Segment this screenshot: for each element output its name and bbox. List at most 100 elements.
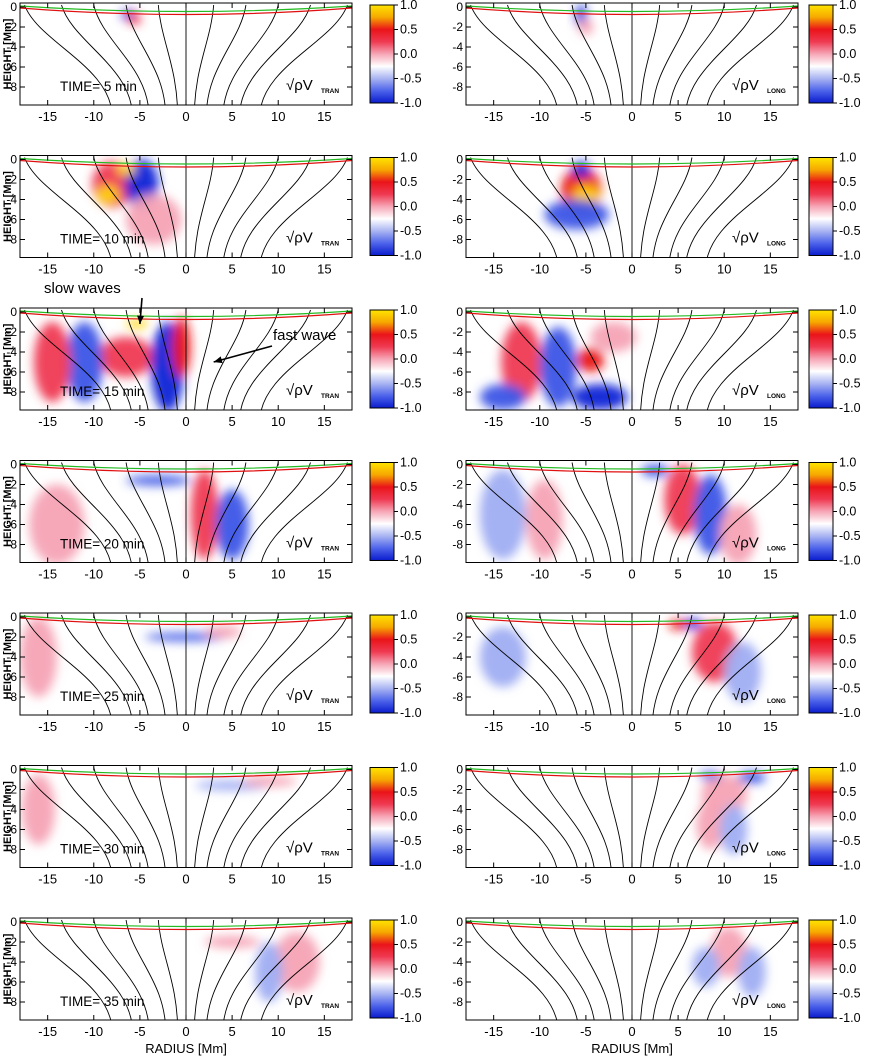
heatmap-blob bbox=[126, 475, 191, 486]
colorbar-tick-label: 0.0 bbox=[400, 962, 417, 976]
quantity-label: √ρV bbox=[732, 77, 759, 94]
colorbar-tick-label: 0.5 bbox=[839, 633, 856, 647]
field-line bbox=[652, 309, 693, 410]
colorbar bbox=[369, 462, 395, 561]
x-tick-label: 15 bbox=[763, 109, 777, 124]
field-lines bbox=[470, 767, 794, 868]
x-tick-label: -15 bbox=[484, 109, 503, 124]
colorbar-tick-label: 0.0 bbox=[839, 47, 856, 61]
y-tick-label: -4 bbox=[452, 650, 463, 664]
x-tick-label: 10 bbox=[717, 109, 731, 124]
surface-curve-green bbox=[20, 310, 352, 318]
quantity-label: √ρV bbox=[286, 77, 313, 94]
field-line bbox=[260, 462, 348, 563]
colorbar-tick-label: 1.0 bbox=[400, 761, 417, 775]
y-axis-label: HEIGHT [Mm] bbox=[2, 628, 14, 699]
field-lines bbox=[24, 614, 348, 715]
field-line bbox=[240, 4, 311, 105]
y-tick-label: -2 bbox=[6, 630, 17, 644]
surface-curve-red bbox=[20, 312, 352, 321]
quantity-label: √ρV bbox=[732, 230, 759, 247]
x-tick-label: -15 bbox=[484, 262, 503, 277]
x-tick-label: -5 bbox=[580, 109, 592, 124]
field-line bbox=[470, 614, 558, 715]
annotation-text: slow waves bbox=[44, 280, 121, 297]
field-line bbox=[61, 4, 132, 105]
colorbar bbox=[808, 614, 834, 714]
field-line bbox=[652, 462, 693, 563]
surface-curve-green bbox=[20, 462, 352, 470]
colorbar-tick-label: 1.0 bbox=[839, 0, 856, 12]
x-tick-label: 0 bbox=[628, 109, 635, 124]
x-tick-label: -5 bbox=[134, 719, 146, 734]
x-tick-label: 0 bbox=[182, 109, 189, 124]
colorbar-tick-label: 0.5 bbox=[839, 328, 856, 342]
y-tick-label: -4 bbox=[6, 498, 17, 512]
surface-curve-red bbox=[466, 922, 798, 931]
y-tick-label: 0 bbox=[456, 458, 463, 472]
x-tick-label: -5 bbox=[580, 414, 592, 429]
colorbar bbox=[369, 309, 395, 409]
y-tick-label: 0 bbox=[456, 305, 463, 319]
colorbar-tick-label: -0.5 bbox=[400, 72, 422, 86]
panel-field bbox=[20, 460, 352, 563]
x-tick-label: 10 bbox=[271, 872, 285, 887]
quantity-subscript: LONG bbox=[767, 393, 786, 400]
y-tick-label: 0 bbox=[456, 153, 463, 167]
colorbar-tick-label: -1.0 bbox=[839, 859, 861, 873]
field-line bbox=[470, 462, 558, 563]
colorbar-tick-label: -0.5 bbox=[839, 377, 861, 391]
y-tick-label: -6 bbox=[452, 518, 463, 532]
field-line bbox=[507, 614, 578, 715]
x-tick-label: 10 bbox=[271, 719, 285, 734]
y-tick-label: -8 bbox=[452, 690, 463, 704]
heatmap-blob bbox=[525, 479, 563, 560]
heatmap-layer bbox=[696, 771, 766, 855]
x-tick-label: -15 bbox=[484, 1024, 503, 1039]
x-tick-label: 10 bbox=[717, 567, 731, 582]
panel-field bbox=[466, 613, 798, 715]
quantity-label: √ρV bbox=[732, 382, 759, 399]
field-lines bbox=[470, 4, 794, 105]
x-tick-label: 5 bbox=[228, 262, 235, 277]
x-tick-label: -5 bbox=[580, 719, 592, 734]
field-line bbox=[93, 767, 149, 868]
surface-curve-green bbox=[20, 615, 352, 623]
heatmap-blob bbox=[590, 322, 637, 352]
time-label: TIME= 35 min bbox=[60, 994, 144, 1009]
x-tick-label: -15 bbox=[38, 719, 57, 734]
field-line bbox=[157, 309, 178, 410]
field-line bbox=[640, 614, 661, 715]
y-tick-label: -8 bbox=[6, 690, 17, 704]
x-tick-label: 15 bbox=[763, 567, 777, 582]
field-line bbox=[669, 767, 725, 868]
field-line bbox=[260, 309, 348, 410]
heatmap-blob bbox=[172, 317, 191, 377]
quantity-label: √ρV bbox=[732, 840, 759, 857]
panel-10min-long: -15 -10 -5 0 5 10 15 0 -2 -4 -6 -8 √ρV LONG 1.0 0.5 0.0 -… bbox=[452, 151, 860, 277]
field-line bbox=[640, 462, 661, 563]
x-tick-label: 15 bbox=[317, 567, 331, 582]
field-line bbox=[571, 614, 612, 715]
y-tick-label: -4 bbox=[452, 498, 463, 512]
field-lines bbox=[24, 919, 348, 1020]
field-line bbox=[603, 462, 624, 563]
colorbar-tick-label: -0.5 bbox=[400, 987, 422, 1001]
field-line bbox=[539, 614, 595, 715]
field-line bbox=[706, 157, 794, 258]
quantity-label: √ρV bbox=[286, 840, 313, 857]
colorbar-tick-label: -0.5 bbox=[400, 834, 422, 848]
y-tick-label: -6 bbox=[6, 213, 17, 227]
colorbar-tick-label: 0.0 bbox=[839, 657, 856, 671]
field-line bbox=[640, 919, 661, 1020]
field-line bbox=[24, 767, 112, 868]
x-tick-label: 0 bbox=[628, 567, 635, 582]
time-label: TIME= 20 min bbox=[60, 537, 144, 552]
y-tick-label: -2 bbox=[6, 20, 17, 34]
x-tick-label: 5 bbox=[228, 872, 235, 887]
y-axis-label: HEIGHT [Mm] bbox=[2, 171, 14, 242]
field-line bbox=[571, 4, 612, 105]
colorbar-tick-label: 1.0 bbox=[400, 608, 417, 622]
field-line bbox=[157, 767, 178, 868]
surface-curve-red bbox=[466, 617, 798, 626]
